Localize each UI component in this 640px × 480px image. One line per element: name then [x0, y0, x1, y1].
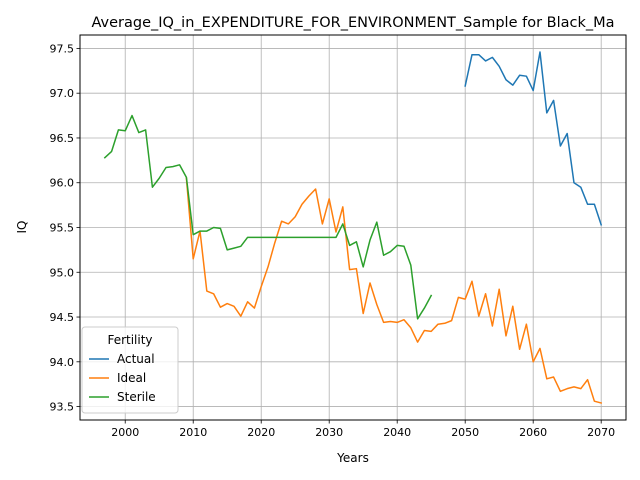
legend-label-ideal: Ideal	[117, 371, 146, 385]
series-line-actual	[464, 51, 603, 226]
y-tick-label: 94.5	[50, 311, 75, 324]
y-tick-label: 94.0	[50, 356, 75, 369]
x-axis-ticks: 2000 2010 2020 2030 2040 2050 2060 2070	[111, 420, 615, 439]
series-line-sterile	[103, 114, 433, 320]
y-tick-label: 95.5	[50, 222, 75, 235]
y-axis-ticks: 93.5 94.0 94.5 95.0 95.5 96.0 96.5 97.0 97.5	[50, 42, 80, 414]
x-tick-label: 2050	[451, 426, 479, 439]
legend-label-actual: Actual	[117, 352, 155, 366]
x-axis-label: Years	[336, 451, 369, 465]
x-tick-label: 2010	[179, 426, 207, 439]
legend-title: Fertility	[107, 333, 152, 347]
y-tick-label: 93.5	[50, 401, 75, 414]
x-tick-label: 2040	[383, 426, 411, 439]
x-tick-label: 2070	[587, 426, 615, 439]
chart-title: Average_IQ_in_EXPENDITURE_FOR_ENVIRONMEN…	[91, 15, 614, 31]
legend-label-sterile: Sterile	[117, 390, 156, 404]
x-tick-label: 2000	[111, 426, 139, 439]
series-lines	[103, 51, 603, 404]
y-tick-label: 96.5	[50, 132, 75, 145]
y-tick-label: 96.0	[50, 177, 75, 190]
y-tick-label: 97.0	[50, 87, 75, 100]
legend-box	[81, 326, 179, 414]
y-axis-label: IQ	[15, 221, 29, 234]
legend: Fertility Actual Ideal Sterile	[81, 326, 179, 414]
x-tick-label: 2020	[247, 426, 275, 439]
legend-items: Actual Ideal Sterile	[89, 352, 156, 404]
x-tick-label: 2030	[315, 426, 343, 439]
y-tick-label: 95.0	[50, 266, 75, 279]
x-tick-label: 2060	[519, 426, 547, 439]
series-line-ideal	[185, 177, 603, 404]
y-tick-label: 97.5	[50, 42, 75, 55]
